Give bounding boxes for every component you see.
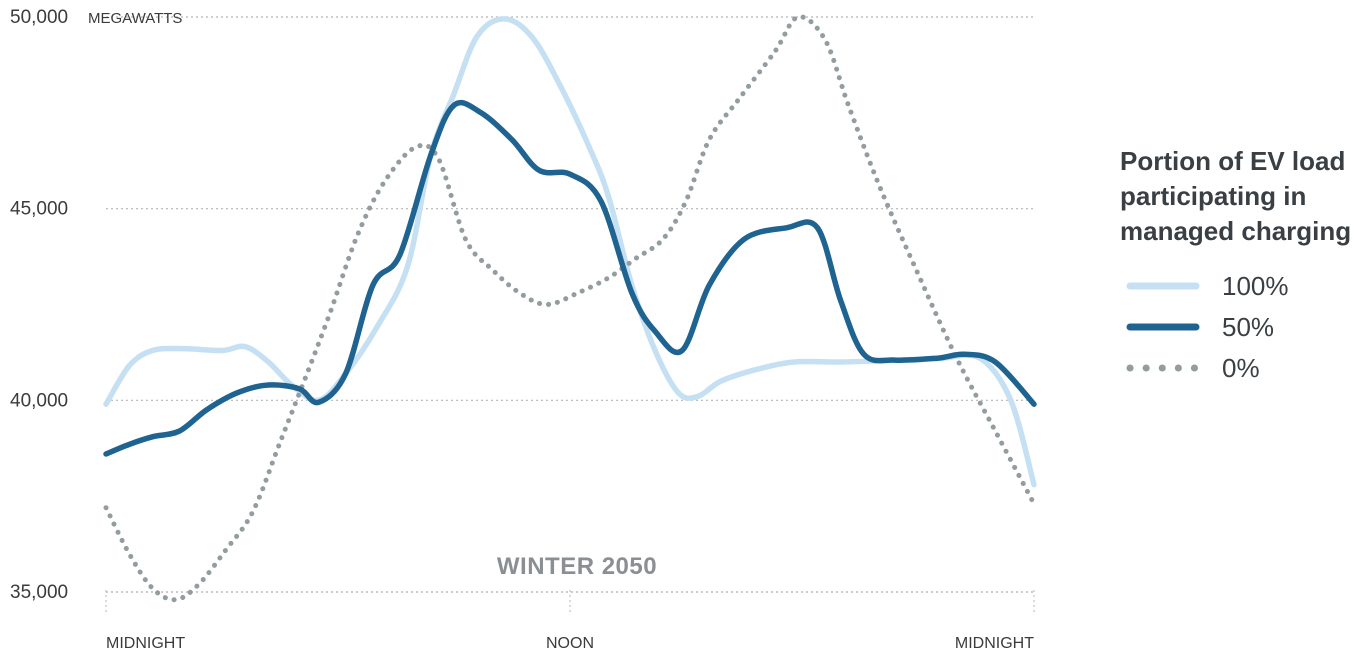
legend-label: 100%	[1222, 271, 1289, 301]
legend-title-line-1: Portion of EV load	[1120, 146, 1345, 176]
legend-title-line-2: participating in	[1120, 181, 1306, 211]
series-line-100-percent	[103, 16, 1037, 488]
legend-title-line-3: managed charging	[1120, 216, 1351, 246]
legend: Portion of EV load participating in mana…	[1120, 146, 1351, 383]
series-lines	[103, 14, 1037, 603]
x-tick-label: NOON	[546, 635, 594, 652]
y-tick-label: 35,000	[10, 582, 68, 603]
legend-label: 50%	[1222, 312, 1274, 342]
y-unit-label: MEGAWATTS	[88, 10, 182, 27]
scenario-annotation: WINTER 2050	[497, 553, 657, 580]
legend-label: 0%	[1222, 353, 1260, 383]
x-axis: MIDNIGHT NOON MIDNIGHT	[105, 590, 1035, 652]
y-tick-label: 40,000	[10, 390, 68, 411]
x-tick-label: MIDNIGHT	[106, 635, 185, 652]
y-tick-label: 50,000	[10, 7, 68, 28]
y-axis-ticks: 35,000 40,000 45,000 50,000	[10, 7, 68, 603]
series-line-50-percent	[103, 99, 1037, 457]
series-line-0-percent	[103, 14, 1037, 603]
x-tick-label: MIDNIGHT	[955, 635, 1034, 652]
y-tick-label: 45,000	[10, 199, 68, 220]
legend-items: 100% 50% 0%	[1126, 271, 1289, 383]
